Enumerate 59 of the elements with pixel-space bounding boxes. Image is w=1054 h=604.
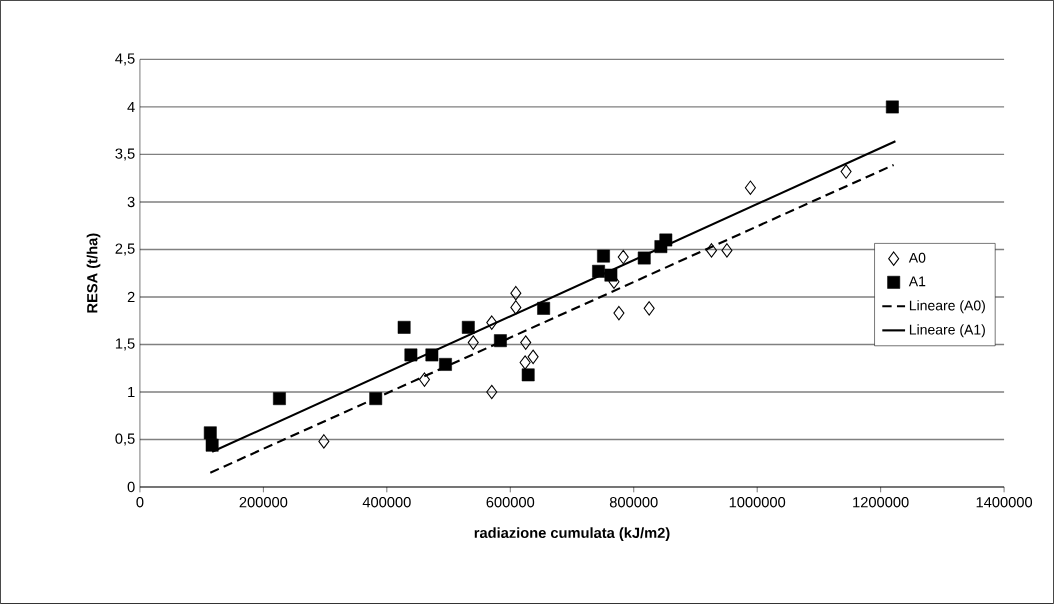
y-tick-label: 1 [128, 386, 135, 398]
point [510, 300, 522, 315]
y-axis-title: RESA (t/ha) [86, 233, 101, 313]
legend-label: A1 [908, 276, 926, 287]
x-tick-label: 800000 [609, 497, 658, 508]
point [205, 438, 219, 452]
y-tick-label: 2 [127, 291, 135, 303]
point [369, 392, 383, 406]
point [885, 100, 899, 114]
point [721, 243, 733, 258]
y-tick-label: 4,5 [115, 53, 135, 66]
point [617, 249, 629, 265]
point [637, 251, 651, 265]
point [486, 315, 498, 330]
x-axis-title: radiazione cumulata (kJ/m2) [474, 527, 670, 541]
x-tick-label: 600000 [486, 497, 535, 508]
y-tick-label: 3,5 [115, 148, 135, 161]
point [510, 286, 522, 301]
point [592, 264, 605, 278]
point [521, 368, 535, 382]
legend-label: Lineare (A1) [909, 324, 985, 338]
y-tick-label: 4 [127, 101, 135, 113]
x-tick-label: 400000 [362, 497, 411, 508]
point [597, 249, 610, 263]
point [461, 321, 475, 334]
x-tick-label: 0 [136, 497, 144, 508]
point [439, 358, 452, 371]
x-tick-label: 1000000 [729, 497, 786, 508]
point [604, 268, 618, 282]
x-tick-label: 200000 [239, 497, 288, 508]
point [318, 434, 330, 449]
y-tick-label: 0 [127, 481, 135, 493]
point [520, 335, 532, 350]
point [744, 180, 756, 195]
point [467, 335, 479, 350]
y-tick-label: 3 [127, 196, 135, 208]
point [643, 301, 655, 316]
legend-label: A0 [908, 252, 926, 263]
point [494, 334, 507, 348]
point [486, 384, 498, 400]
point [425, 348, 439, 362]
legend-label: Lineare (A0) [909, 300, 985, 314]
point [404, 348, 418, 362]
point [418, 372, 431, 387]
point [397, 321, 411, 334]
point [840, 164, 852, 179]
point [519, 355, 531, 370]
y-tick-label: 0,5 [115, 433, 135, 446]
x-tick-label: 1400000 [976, 497, 1033, 508]
x-tick-label: 1200000 [853, 497, 909, 508]
point [273, 392, 286, 406]
point [659, 233, 673, 247]
y-tick-label: 2,5 [115, 243, 135, 256]
y-tick-label: 1,5 [115, 338, 135, 351]
point [705, 243, 718, 258]
point [537, 302, 551, 315]
point [527, 349, 539, 365]
point [203, 426, 217, 440]
point [613, 305, 625, 321]
